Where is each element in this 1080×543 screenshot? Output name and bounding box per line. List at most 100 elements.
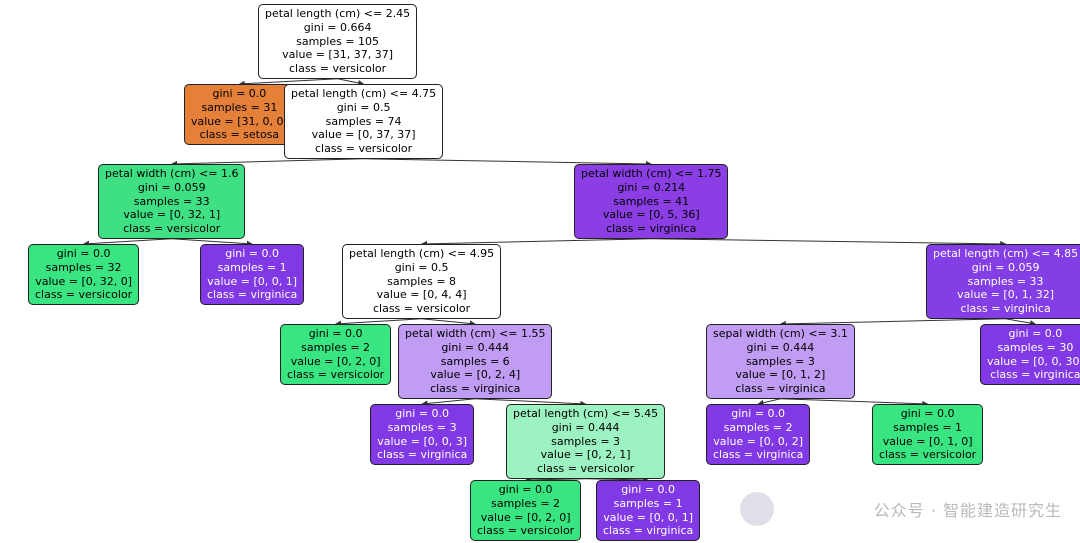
tree-node: petal width (cm) <= 1.75gini = 0.214samp… [574, 164, 728, 239]
tree-node-line: value = [31, 37, 37] [265, 48, 410, 62]
tree-node-line: class = virginica [713, 448, 803, 462]
tree-node-line: value = [31, 0, 0] [191, 115, 288, 129]
tree-node-line: sepal width (cm) <= 3.1 [713, 327, 848, 341]
tree-node-line: value = [0, 32, 1] [105, 208, 238, 222]
tree-node-line: samples = 1 [207, 261, 297, 275]
tree-node-line: class = setosa [191, 128, 288, 142]
tree-node-line: class = versicolor [879, 448, 976, 462]
tree-node-line: samples = 3 [377, 421, 467, 435]
tree-node-line: value = [0, 1, 32] [933, 288, 1078, 302]
tree-node-line: samples = 33 [105, 195, 238, 209]
tree-node-line: class = versicolor [513, 462, 658, 476]
tree-node: gini = 0.0samples = 2value = [0, 0, 2]cl… [706, 404, 810, 465]
tree-node-line: petal width (cm) <= 1.6 [105, 167, 238, 181]
tree-node-line: gini = 0.444 [513, 421, 658, 435]
tree-node: petal length (cm) <= 2.45gini = 0.664sam… [258, 4, 417, 79]
tree-node: gini = 0.0samples = 1value = [0, 0, 1]cl… [596, 480, 700, 541]
tree-node-line: class = virginica [207, 288, 297, 302]
tree-node: gini = 0.0samples = 3value = [0, 0, 3]cl… [370, 404, 474, 465]
tree-node-line: class = virginica [581, 222, 721, 236]
tree-node-line: samples = 3 [713, 355, 848, 369]
tree-node-line: samples = 6 [405, 355, 545, 369]
tree-node: petal length (cm) <= 4.95gini = 0.5sampl… [342, 244, 501, 319]
tree-node-line: class = versicolor [287, 368, 384, 382]
tree-node: gini = 0.0samples = 2value = [0, 2, 0]cl… [280, 324, 391, 385]
tree-node-line: petal width (cm) <= 1.75 [581, 167, 721, 181]
tree-node-line: samples = 1 [879, 421, 976, 435]
tree-node-line: gini = 0.0 [35, 247, 132, 261]
tree-node-line: class = virginica [603, 524, 693, 538]
tree-node-line: gini = 0.0 [477, 483, 574, 497]
tree-node-line: value = [0, 2, 1] [513, 448, 658, 462]
tree-node-line: value = [0, 0, 3] [377, 435, 467, 449]
tree-node-line: value = [0, 0, 2] [713, 435, 803, 449]
tree-node-line: samples = 32 [35, 261, 132, 275]
tree-node-line: value = [0, 2, 4] [405, 368, 545, 382]
tree-node-line: gini = 0.0 [191, 87, 288, 101]
tree-node: sepal width (cm) <= 3.1gini = 0.444sampl… [706, 324, 855, 399]
tree-node-line: gini = 0.059 [105, 181, 238, 195]
tree-node-line: samples = 2 [477, 497, 574, 511]
tree-node-line: gini = 0.214 [581, 181, 721, 195]
tree-node-line: samples = 105 [265, 35, 410, 49]
tree-node-line: value = [0, 1, 2] [713, 368, 848, 382]
tree-node-line: value = [0, 32, 0] [35, 275, 132, 289]
tree-node-line: class = virginica [987, 368, 1080, 382]
tree-node-line: gini = 0.0 [287, 327, 384, 341]
tree-node: petal length (cm) <= 4.75gini = 0.5sampl… [284, 84, 443, 159]
tree-node-line: class = versicolor [35, 288, 132, 302]
tree-node-line: value = [0, 2, 0] [287, 355, 384, 369]
tree-node-line: petal width (cm) <= 1.55 [405, 327, 545, 341]
watermark-circle [740, 492, 774, 526]
tree-node-line: value = [0, 5, 36] [581, 208, 721, 222]
tree-node-line: samples = 33 [933, 275, 1078, 289]
tree-node: petal width (cm) <= 1.55gini = 0.444samp… [398, 324, 552, 399]
tree-node-line: class = virginica [713, 382, 848, 396]
tree-node: gini = 0.0samples = 2value = [0, 2, 0]cl… [470, 480, 581, 541]
tree-node: gini = 0.0samples = 31value = [31, 0, 0]… [184, 84, 295, 145]
tree-node-line: gini = 0.444 [405, 341, 545, 355]
tree-node-line: class = versicolor [477, 524, 574, 538]
tree-node-line: gini = 0.0 [207, 247, 297, 261]
tree-node-line: petal length (cm) <= 4.95 [349, 247, 494, 261]
tree-node-line: samples = 74 [291, 115, 436, 129]
tree-node-line: class = versicolor [349, 302, 494, 316]
tree-node-line: class = virginica [377, 448, 467, 462]
tree-node: gini = 0.0samples = 1value = [0, 1, 0]cl… [872, 404, 983, 465]
tree-node-line: gini = 0.5 [349, 261, 494, 275]
tree-node-line: gini = 0.444 [713, 341, 848, 355]
decision-tree-canvas: petal length (cm) <= 2.45gini = 0.664sam… [0, 0, 1080, 543]
tree-node-line: value = [0, 0, 1] [603, 511, 693, 525]
tree-node-line: petal length (cm) <= 2.45 [265, 7, 410, 21]
tree-node-line: gini = 0.0 [713, 407, 803, 421]
tree-node-line: value = [0, 0, 30] [987, 355, 1080, 369]
tree-node-line: petal length (cm) <= 4.85 [933, 247, 1078, 261]
tree-node-line: samples = 30 [987, 341, 1080, 355]
tree-node: petal width (cm) <= 1.6gini = 0.059sampl… [98, 164, 245, 239]
tree-node-line: value = [0, 0, 1] [207, 275, 297, 289]
tree-node-line: gini = 0.5 [291, 101, 436, 115]
tree-node: petal length (cm) <= 5.45gini = 0.444sam… [506, 404, 665, 479]
tree-node-line: value = [0, 1, 0] [879, 435, 976, 449]
tree-node-line: gini = 0.0 [603, 483, 693, 497]
tree-node-line: gini = 0.0 [377, 407, 467, 421]
tree-node-line: samples = 2 [287, 341, 384, 355]
tree-node-line: gini = 0.664 [265, 21, 410, 35]
tree-node-line: value = [0, 2, 0] [477, 511, 574, 525]
tree-node-line: class = versicolor [291, 142, 436, 156]
tree-node-line: samples = 31 [191, 101, 288, 115]
tree-node: petal length (cm) <= 4.85gini = 0.059sam… [926, 244, 1080, 319]
tree-node: gini = 0.0samples = 1value = [0, 0, 1]cl… [200, 244, 304, 305]
tree-node-line: samples = 1 [603, 497, 693, 511]
watermark-text: 公众号 · 智能建造研究生 [874, 497, 1062, 521]
tree-node-line: samples = 41 [581, 195, 721, 209]
tree-node: gini = 0.0samples = 32value = [0, 32, 0]… [28, 244, 139, 305]
tree-node-line: samples = 2 [713, 421, 803, 435]
tree-node-line: class = versicolor [265, 62, 410, 76]
tree-node: gini = 0.0samples = 30value = [0, 0, 30]… [980, 324, 1080, 385]
tree-node-line: samples = 8 [349, 275, 494, 289]
tree-node-line: class = virginica [933, 302, 1078, 316]
tree-node-line: gini = 0.0 [987, 327, 1080, 341]
tree-node-line: samples = 3 [513, 435, 658, 449]
tree-node-line: petal length (cm) <= 4.75 [291, 87, 436, 101]
